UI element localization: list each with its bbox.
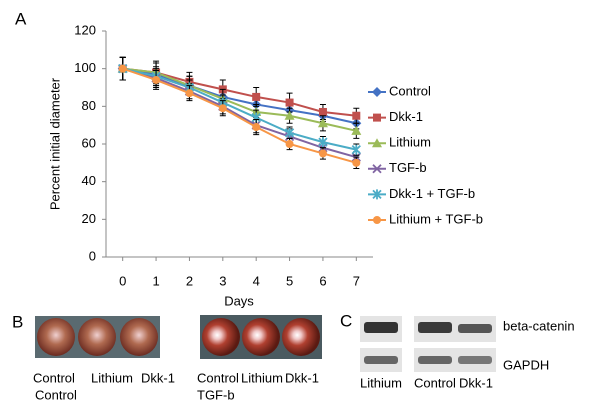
marker [317, 118, 328, 128]
legend-label: Lithium [389, 135, 431, 150]
y-tick-label: 100 [74, 60, 96, 75]
marker [318, 149, 327, 158]
x-tick-label: 3 [219, 273, 226, 288]
lane-label: Lithium [91, 370, 133, 385]
marker [373, 113, 381, 122]
x-tick-label: 7 [353, 273, 360, 288]
panel-label: A [15, 9, 27, 28]
marker [285, 140, 294, 148]
y-tick-label: 80 [82, 98, 96, 113]
band-label: beta-catenin [503, 318, 575, 333]
group-label: Control [35, 387, 77, 402]
marker [372, 189, 382, 200]
x-tick-label: 4 [253, 273, 260, 288]
x-tick-label: 2 [186, 273, 193, 288]
lane-label: Lithium [360, 375, 402, 390]
marker [185, 89, 194, 98]
band-label: GAPDH [503, 357, 549, 372]
y-tick-label: 120 [74, 22, 96, 37]
x-axis-label: Days [224, 293, 254, 308]
lane-label: Dkk-1 [285, 370, 319, 385]
marker [284, 110, 295, 120]
group-label: TGF-b [197, 387, 235, 402]
marker [252, 123, 261, 132]
marker [218, 104, 227, 113]
lane-label: Control [197, 370, 239, 385]
legend-label: TGF-b [389, 160, 427, 175]
series-line [122, 67, 357, 151]
marker [318, 107, 327, 116]
marker [318, 137, 328, 148]
marker [152, 75, 161, 84]
y-tick-label: 0 [89, 248, 96, 263]
series [118, 56, 361, 169]
marker [284, 127, 295, 138]
y-tick-label: 20 [82, 211, 96, 226]
legend-label: Lithium + TGF-b [389, 211, 483, 226]
panel-label: C [340, 311, 352, 330]
x-tick-label: 5 [286, 273, 293, 288]
marker [372, 164, 382, 174]
x-tick-label: 1 [152, 273, 159, 288]
lane-label: Control [414, 375, 456, 390]
lane-label: Lithium [241, 370, 283, 385]
legend-label: Control [389, 83, 431, 98]
lane-label: Dkk-1 [459, 375, 493, 390]
marker [118, 64, 127, 73]
marker [252, 92, 261, 101]
marker [372, 138, 382, 148]
legend-label: Dkk-1 [389, 109, 423, 124]
lane-label: Control [33, 370, 75, 385]
y-tick-label: 40 [82, 173, 96, 188]
marker [285, 98, 294, 107]
marker [373, 216, 381, 224]
series-line [122, 67, 357, 125]
x-tick-label: 0 [119, 273, 126, 288]
photo [35, 315, 322, 359]
marker [351, 144, 361, 155]
series-line [122, 67, 357, 132]
panel-label: B [12, 312, 23, 331]
y-axis-label: Percent initial diameter [47, 77, 62, 210]
series-line [122, 67, 357, 159]
marker [372, 87, 382, 97]
blot [360, 316, 496, 372]
marker [352, 158, 361, 167]
legend-label: Dkk-1 + TGF-b [389, 186, 475, 201]
x-tick-label: 6 [319, 273, 326, 288]
series-line [122, 67, 357, 164]
marker [351, 125, 362, 135]
marker [352, 111, 361, 120]
lane-label: Dkk-1 [141, 370, 175, 385]
y-tick-label: 60 [82, 135, 96, 150]
